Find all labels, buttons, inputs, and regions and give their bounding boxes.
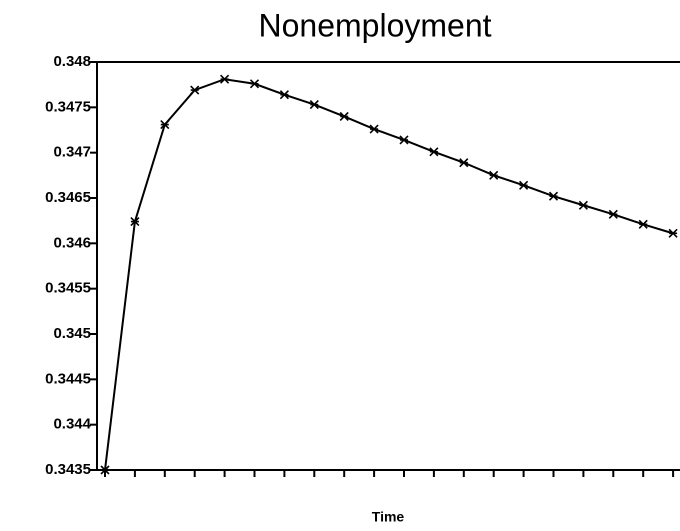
marker [279,90,289,100]
y-tick-label: 0.3475 [45,98,91,115]
y-tick-label: 0.3465 [45,189,91,206]
marker [608,209,618,219]
marker [399,135,409,145]
marker [339,111,349,121]
marker [548,191,559,201]
y-tick-label: 0.3445 [45,370,91,387]
marker [519,180,529,190]
y-tick-label: 0.347 [53,144,91,161]
marker [160,119,170,130]
marker [429,147,439,157]
marker [489,170,499,180]
marker [130,217,140,227]
y-tick-label: 0.3435 [45,461,91,478]
line [104,78,674,471]
y-tick-label: 0.345 [53,325,91,342]
marker [668,228,678,238]
marker [220,74,230,84]
x-axis-label: Time [372,509,405,525]
y-tick-label: 0.346 [53,234,91,251]
marker [100,465,110,475]
marker [369,124,379,134]
y-tick-label: 0.344 [53,416,91,433]
marker [638,219,648,229]
y-tick-label: 0.348 [53,53,91,70]
chart-title: Nonemployment [259,7,492,43]
marker [578,200,588,210]
plot-frame [96,61,680,471]
marker [190,85,200,95]
marker [249,79,260,89]
marker [459,158,469,168]
y-tick-label: 0.3455 [45,280,91,297]
marker [309,100,319,110]
